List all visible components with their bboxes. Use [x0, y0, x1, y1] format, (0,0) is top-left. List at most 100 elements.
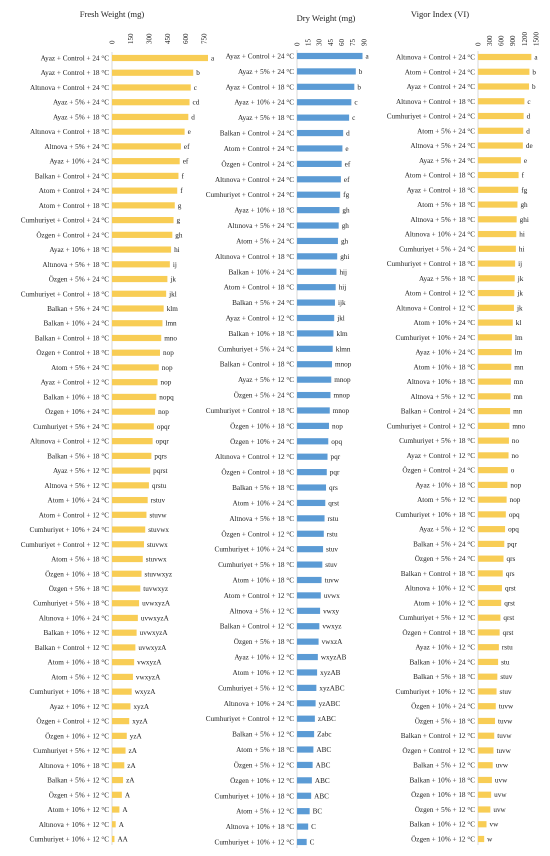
- vigor-index-significance-label: tuvw: [496, 747, 511, 755]
- fresh-weight-category-label: Altınova + Control + 24 °C: [30, 84, 109, 92]
- vigor-index-category-label: Balkan + Control + 18 °C: [401, 570, 475, 578]
- vigor-index-significance-label: qrst: [504, 599, 515, 607]
- fresh-weight-bar: [112, 128, 185, 135]
- vigor-index-significance-label: qrst: [505, 585, 516, 593]
- vigor-index-significance-label: qrst: [503, 629, 514, 637]
- vigor-index-category-label: Altınova + 10% + 24 °C: [405, 231, 475, 239]
- dry-weight-significance-label: hij: [339, 268, 347, 276]
- fresh-weight-bar: [112, 54, 208, 62]
- fresh-weight-bar: [112, 69, 194, 76]
- vigor-index-significance-label: uvw: [495, 776, 508, 784]
- dry-weight-significance-label: vwxyz: [322, 623, 341, 631]
- fresh-weight-category-label: Ayaz + 5% + 24 °C: [53, 99, 109, 107]
- fresh-weight-category-label: Atom + 10% + 24 °C: [48, 497, 110, 505]
- fresh-weight-significance-label: nopq: [159, 393, 174, 401]
- fresh-weight-bar: [112, 334, 162, 342]
- vigor-index-category-label: Altınova + Control + 18 °C: [396, 98, 475, 106]
- fresh-weight-bar: [112, 172, 179, 179]
- vigor-index-significance-label: d: [527, 113, 531, 121]
- fresh-weight-category-label: Özgen + 5% + 12 °C: [49, 790, 109, 799]
- dry-weight-significance-label: mnop: [334, 376, 351, 384]
- vigor-index-xtick-label: 1200: [521, 32, 529, 47]
- fresh-weight-category-label: Ayaz + 10% + 24 °C: [49, 158, 109, 166]
- fresh-weight-significance-label: stuvwx: [146, 556, 167, 564]
- fresh-weight-significance-label: stuvw: [149, 511, 167, 519]
- vigor-index-significance-label: a: [534, 54, 538, 62]
- fresh-weight-significance-label: mno: [164, 334, 177, 342]
- dry-weight-bar: [297, 499, 326, 507]
- fresh-weight-bar: [112, 600, 140, 607]
- vigor-index-significance-label: lm: [515, 334, 523, 342]
- vigor-index-significance-label: uvw: [494, 791, 507, 799]
- vigor-index-bar: [478, 186, 519, 193]
- dry-weight-category-label: Balkan + Control + 24 °C: [220, 130, 294, 138]
- dry-weight-bar: [297, 777, 312, 784]
- dry-weight-significance-label: gh: [342, 207, 350, 215]
- dry-weight-category-label: Ayaz + 10% + 24 °C: [234, 99, 294, 107]
- dry-weight-bar: [297, 638, 319, 645]
- dry-weight-category-label: Balkan + 5% + 12 °C: [232, 731, 294, 739]
- dry-weight-bar: [297, 731, 315, 738]
- dry-weight-significance-label: jkl: [336, 315, 345, 323]
- fresh-weight-bar: [112, 438, 153, 445]
- dry-weight-significance-label: ABC: [316, 746, 331, 754]
- dry-weight-category-label: Balkan + 10% + 18 °C: [229, 330, 295, 338]
- fresh-weight-bar: [112, 393, 157, 401]
- fresh-weight-bar: [112, 84, 191, 91]
- fresh-weight-significance-label: g: [178, 202, 182, 210]
- vigor-index-category-label: Ayaz + 10% + 18 °C: [415, 481, 475, 489]
- fresh-weight-category-label: Atom + 5% + 18 °C: [51, 556, 109, 564]
- dry-weight-significance-label: mnop: [333, 407, 350, 415]
- dry-weight-category-label: Altnova + 5% + 18 °C: [229, 515, 294, 523]
- vigor-index-bar: [478, 585, 502, 592]
- vigor-index-category-label: Ayaz + 5% + 12 °C: [419, 526, 475, 534]
- dry-weight-bar: [297, 376, 332, 383]
- dry-weight-significance-label: xyzAB: [320, 669, 341, 677]
- dry-weight-bar: [297, 838, 307, 846]
- vigor-index-bar: [478, 422, 510, 429]
- dry-weight-bar: [297, 314, 335, 322]
- fresh-weight-category-label: Cumhuriyet + 10% + 24 °C: [30, 526, 110, 534]
- fresh-weight-significance-label: a: [211, 55, 215, 63]
- dry-weight-category-label: Altnova + 10% + 18 °C: [226, 823, 294, 831]
- dry-weight-category-label: Altınova + Control + 12 °C: [215, 453, 294, 461]
- dry-weight-significance-label: c: [354, 99, 357, 107]
- vigor-index-category-label: Balkan + 10% + 24 °C: [410, 658, 476, 666]
- fresh-weight-significance-label: uvwxyzA: [142, 600, 171, 608]
- vigor-index-bar: [478, 275, 515, 282]
- dry-weight-category-label: Altınova + Control + 24 °C: [215, 176, 294, 184]
- fresh-weight-xtick-label: 600: [182, 33, 190, 44]
- vigor-index-bar: [478, 791, 492, 798]
- fresh-weight-category-label: Atom + 10% + 18 °C: [48, 659, 110, 667]
- fresh-weight-significance-label: stuvwxyz: [145, 570, 173, 578]
- vigor-index-significance-label: b: [532, 83, 536, 91]
- vigor-index-bar: [478, 112, 524, 120]
- vigor-index-bar: [478, 348, 512, 356]
- vigor-index-significance-label: mn: [513, 408, 523, 416]
- vigor-index-category-label: Altnova + 5% + 12 °C: [410, 393, 475, 401]
- dry-weight-bar: [297, 453, 328, 460]
- fresh-weight-bar: [112, 614, 138, 622]
- dry-weight-bar: [297, 515, 325, 522]
- fresh-weight-significance-label: stuvwx: [148, 526, 169, 534]
- fresh-weight-bar: [112, 202, 175, 209]
- vigor-index-significance-label: mno: [512, 422, 525, 430]
- vigor-index-significance-label: pqr: [507, 540, 517, 548]
- vigor-index-significance-label: hi: [519, 245, 525, 253]
- dry-weight-bar: [297, 52, 363, 60]
- dry-weight-bar: [297, 561, 323, 568]
- vigor-index-bar: [478, 68, 530, 75]
- fresh-weight-significance-label: jkl: [168, 290, 177, 298]
- fresh-weight-bar: [112, 762, 125, 769]
- fresh-weight-significance-label: stuvwx: [147, 541, 168, 549]
- dry-weight-bar: [297, 653, 318, 661]
- vigor-index-significance-label: nop: [510, 496, 521, 504]
- vigor-index-bar: [478, 644, 499, 651]
- vigor-index-bar: [478, 747, 494, 754]
- vigor-index-significance-label: gh: [520, 201, 528, 209]
- dry-weight-bar: [297, 623, 320, 630]
- dry-weight-significance-label: qrst: [328, 499, 339, 507]
- vigor-index-significance-label: fg: [521, 186, 527, 194]
- fresh-weight-significance-label: uvwxyzA: [141, 614, 170, 622]
